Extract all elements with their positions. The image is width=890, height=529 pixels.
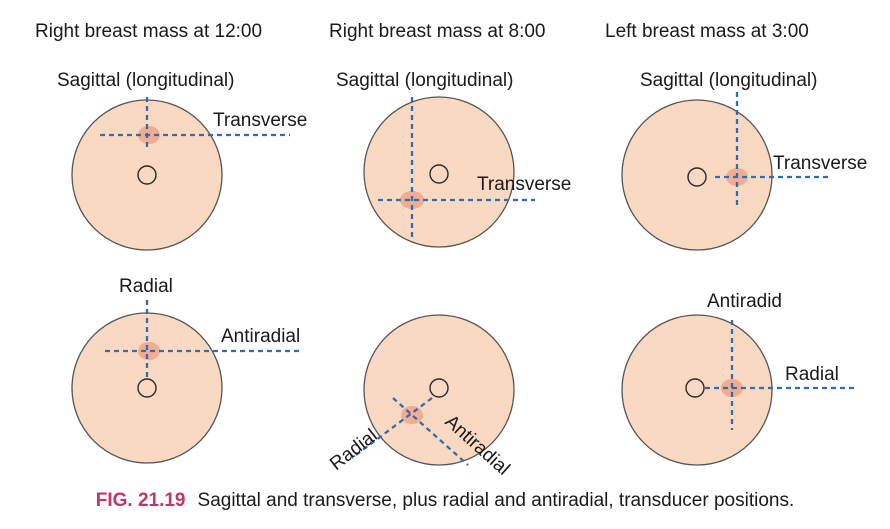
transverse-label: Transverse: [477, 174, 571, 195]
figure-caption: FIG. 21.19 Sagittal and transverse, plus …: [0, 490, 890, 512]
mass: [138, 342, 160, 360]
antiradial-line: [392, 397, 469, 466]
sagittal-label: Sagittal (longitudinal): [336, 70, 513, 91]
panel-left-3-radial-antiradial: Antiradid Radial: [621, 291, 857, 466]
nipple: [137, 378, 157, 398]
sagittal-label: Sagittal (longitudinal): [640, 70, 817, 91]
radial-line: [351, 397, 433, 459]
figure-number: FIG. 21.19: [95, 490, 186, 511]
breast-transducer-diagram: Right breast mass at 12:00 Right breast …: [35, 21, 867, 480]
nipple: [685, 378, 705, 398]
nipple: [429, 378, 449, 398]
nipple: [137, 165, 157, 185]
panel-right-8-radial-antiradial: Radial Antiradial: [326, 314, 515, 480]
column-title-right-8: Right breast mass at 8:00: [329, 21, 546, 42]
caption-text: Sagittal and transverse, plus radial and…: [197, 490, 795, 511]
column-title-right-12: Right breast mass at 12:00: [35, 21, 262, 42]
radial-label: Radial: [326, 425, 381, 475]
sagittal-label: Sagittal (longitudinal): [57, 70, 234, 91]
panel-right-8-sagittal-transverse: Sagittal (longitudinal) Transverse: [336, 70, 571, 248]
mass: [401, 406, 423, 424]
transverse-label: Transverse: [773, 153, 867, 174]
nipple: [687, 167, 707, 187]
antiradial-label: Antiradid: [707, 291, 782, 312]
antiradial-label: Antiradial: [221, 326, 300, 347]
radial-label: Radial: [119, 276, 173, 297]
panel-right-12-sagittal-transverse: Sagittal (longitudinal) Transverse: [57, 70, 307, 251]
column-title-left-3: Left breast mass at 3:00: [605, 21, 809, 42]
panel-left-3-sagittal-transverse: Sagittal (longitudinal) Transverse: [621, 70, 867, 251]
transverse-label: Transverse: [213, 110, 307, 131]
radial-label: Radial: [785, 364, 839, 385]
nipple: [429, 164, 449, 184]
panel-right-12-radial-antiradial: Radial Antiradial: [71, 276, 300, 464]
